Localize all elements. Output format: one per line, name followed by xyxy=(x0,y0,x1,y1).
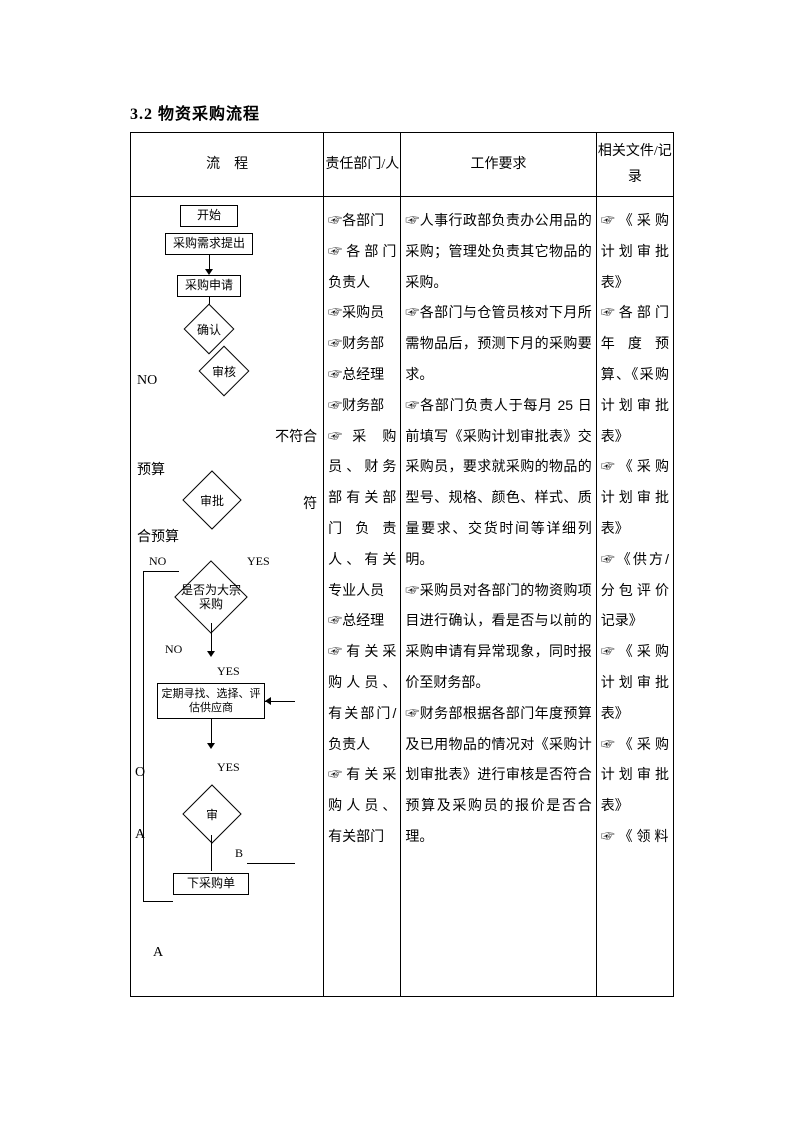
label-match1: 符 xyxy=(303,495,317,515)
section-title: 3.2 物资采购流程 xyxy=(130,100,674,124)
connector xyxy=(211,835,212,871)
header-dept: 责任部门/人 xyxy=(324,133,401,197)
dept-text: ☞各部门 ☞各部门负责人 ☞采购员 ☞财务部 ☞总经理 ☞财务部 ☞ 采 购员、… xyxy=(324,197,400,860)
table-header-row: 流 程 责任部门/人 工作要求 相关文件/记录 xyxy=(131,133,674,197)
node-apply: 采购申请 xyxy=(177,275,241,297)
node-review-label: 审核 xyxy=(194,365,254,379)
node-audit-label: 审 xyxy=(182,808,242,822)
label-yes1: YES xyxy=(247,553,270,570)
label-yes2: YES xyxy=(217,663,240,680)
label-o: O xyxy=(135,763,145,783)
table-body-row: NO 开始 采购需求提出 采购申请 确认 xyxy=(131,197,674,997)
node-bulk-label: 是否为大宗采购 xyxy=(181,583,241,612)
connector xyxy=(143,901,173,902)
req-text: ☞人事行政部负责办公用品的采购；管理处负责其它物品的采购。 ☞各部门与仓管员核对… xyxy=(401,197,595,860)
label-no3: NO xyxy=(165,641,182,658)
doc-cell: ☞《采购计划审批表》 ☞各部门年 度 预算、《采购计划审批表》 ☞《采购计划审批… xyxy=(596,197,673,997)
node-confirm-label: 确认 xyxy=(179,323,239,337)
dept-cell: ☞各部门 ☞各部门负责人 ☞采购员 ☞财务部 ☞总经理 ☞财务部 ☞ 采 购员、… xyxy=(324,197,401,997)
label-yes3: YES xyxy=(217,759,240,776)
arrow-icon xyxy=(207,743,215,749)
label-no2: NO xyxy=(149,553,166,570)
node-order: 下采购单 xyxy=(173,873,249,895)
label-a: A xyxy=(135,825,145,845)
connector xyxy=(211,719,212,745)
label-a2: A xyxy=(153,943,163,963)
connector xyxy=(143,571,179,572)
header-req: 工作要求 xyxy=(401,133,596,197)
flowchart-cell: NO 开始 采购需求提出 采购申请 确认 xyxy=(131,197,324,997)
label-budget: 预算 xyxy=(137,461,165,481)
node-supplier: 定期寻找、选择、评估供应商 xyxy=(157,683,265,719)
label-match2: 合预算 xyxy=(137,528,179,548)
connector xyxy=(211,623,212,653)
arrow-icon xyxy=(207,651,215,657)
doc-text: ☞《采购计划审批表》 ☞各部门年 度 预算、《采购计划审批表》 ☞《采购计划审批… xyxy=(597,197,673,860)
header-flow: 流 程 xyxy=(131,133,324,197)
connector xyxy=(247,863,295,864)
arrow-icon xyxy=(265,697,271,705)
node-approve-label: 审批 xyxy=(182,494,242,508)
label-b: B xyxy=(235,845,243,862)
node-start: 开始 xyxy=(180,205,238,227)
label-no1: NO xyxy=(137,371,157,391)
req-cell: ☞人事行政部负责办公用品的采购；管理处负责其它物品的采购。 ☞各部门与仓管员核对… xyxy=(401,197,596,997)
header-doc: 相关文件/记录 xyxy=(596,133,673,197)
process-table: 流 程 责任部门/人 工作要求 相关文件/记录 NO 开始 采购需求提出 xyxy=(130,132,674,997)
label-not-match: 不符合 xyxy=(275,428,317,448)
connector xyxy=(143,571,144,901)
flowchart-canvas: NO 开始 采购需求提出 采购申请 确认 xyxy=(135,203,319,990)
node-demand: 采购需求提出 xyxy=(165,233,253,255)
